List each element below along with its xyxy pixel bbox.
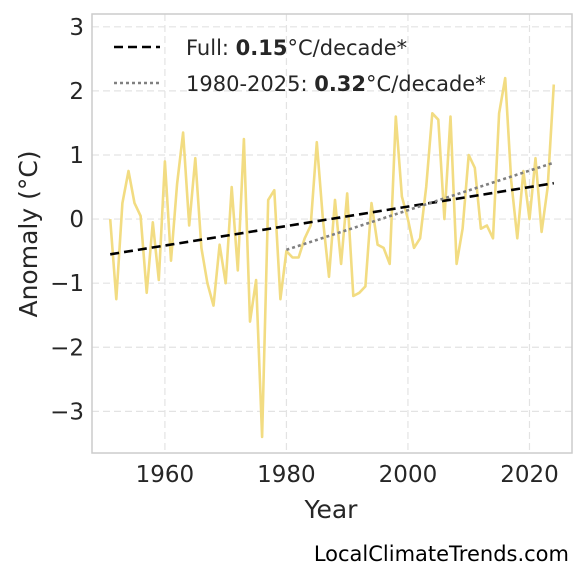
y-tick-label: −3 xyxy=(50,399,84,425)
legend: Full: 0.15°C/decade*1980-2025: 0.32°C/de… xyxy=(114,36,486,96)
y-tick-label: 2 xyxy=(69,79,84,105)
x-tick-labels: 1960 1980 2000 2020 xyxy=(136,462,559,488)
legend-entry-text: 1980-2025: 0.32°C/decade* xyxy=(186,72,486,96)
grid-lines xyxy=(92,14,572,453)
y-tick-label: 0 xyxy=(69,207,84,233)
anomaly-series-line xyxy=(108,76,556,439)
x-tick-label: 1980 xyxy=(257,462,316,488)
full-trend-line xyxy=(109,181,555,256)
credit-text: LocalClimateTrends.com xyxy=(314,542,569,566)
legend-entry-text: Full: 0.15°C/decade* xyxy=(186,36,407,60)
legend-suffix: °C/decade* xyxy=(288,36,408,60)
legend-rate-value: 0.32 xyxy=(314,72,366,96)
y-tick-labels: 3 2 1 0 −1 −2 −3 xyxy=(50,15,84,426)
x-axis-label: Year xyxy=(304,495,359,524)
y-tick-label: 1 xyxy=(69,143,84,169)
series-group xyxy=(108,76,556,439)
x-tick-label: 1960 xyxy=(136,462,195,488)
y-tick-label: 3 xyxy=(69,15,84,41)
x-tick-label: 2020 xyxy=(500,462,559,488)
recent-trend-line xyxy=(285,161,555,252)
legend-rate-value: 0.15 xyxy=(236,36,288,60)
legend-prefix: Full: xyxy=(186,36,236,60)
y-tick-label: −2 xyxy=(50,335,84,361)
legend-prefix: 1980-2025: xyxy=(186,72,314,96)
x-tick-label: 2000 xyxy=(379,462,438,488)
plot-frame xyxy=(91,13,573,454)
y-axis-label: Anomaly (°C) xyxy=(14,150,43,317)
legend-suffix: °C/decade* xyxy=(366,72,486,96)
y-tick-label: −1 xyxy=(50,271,84,297)
